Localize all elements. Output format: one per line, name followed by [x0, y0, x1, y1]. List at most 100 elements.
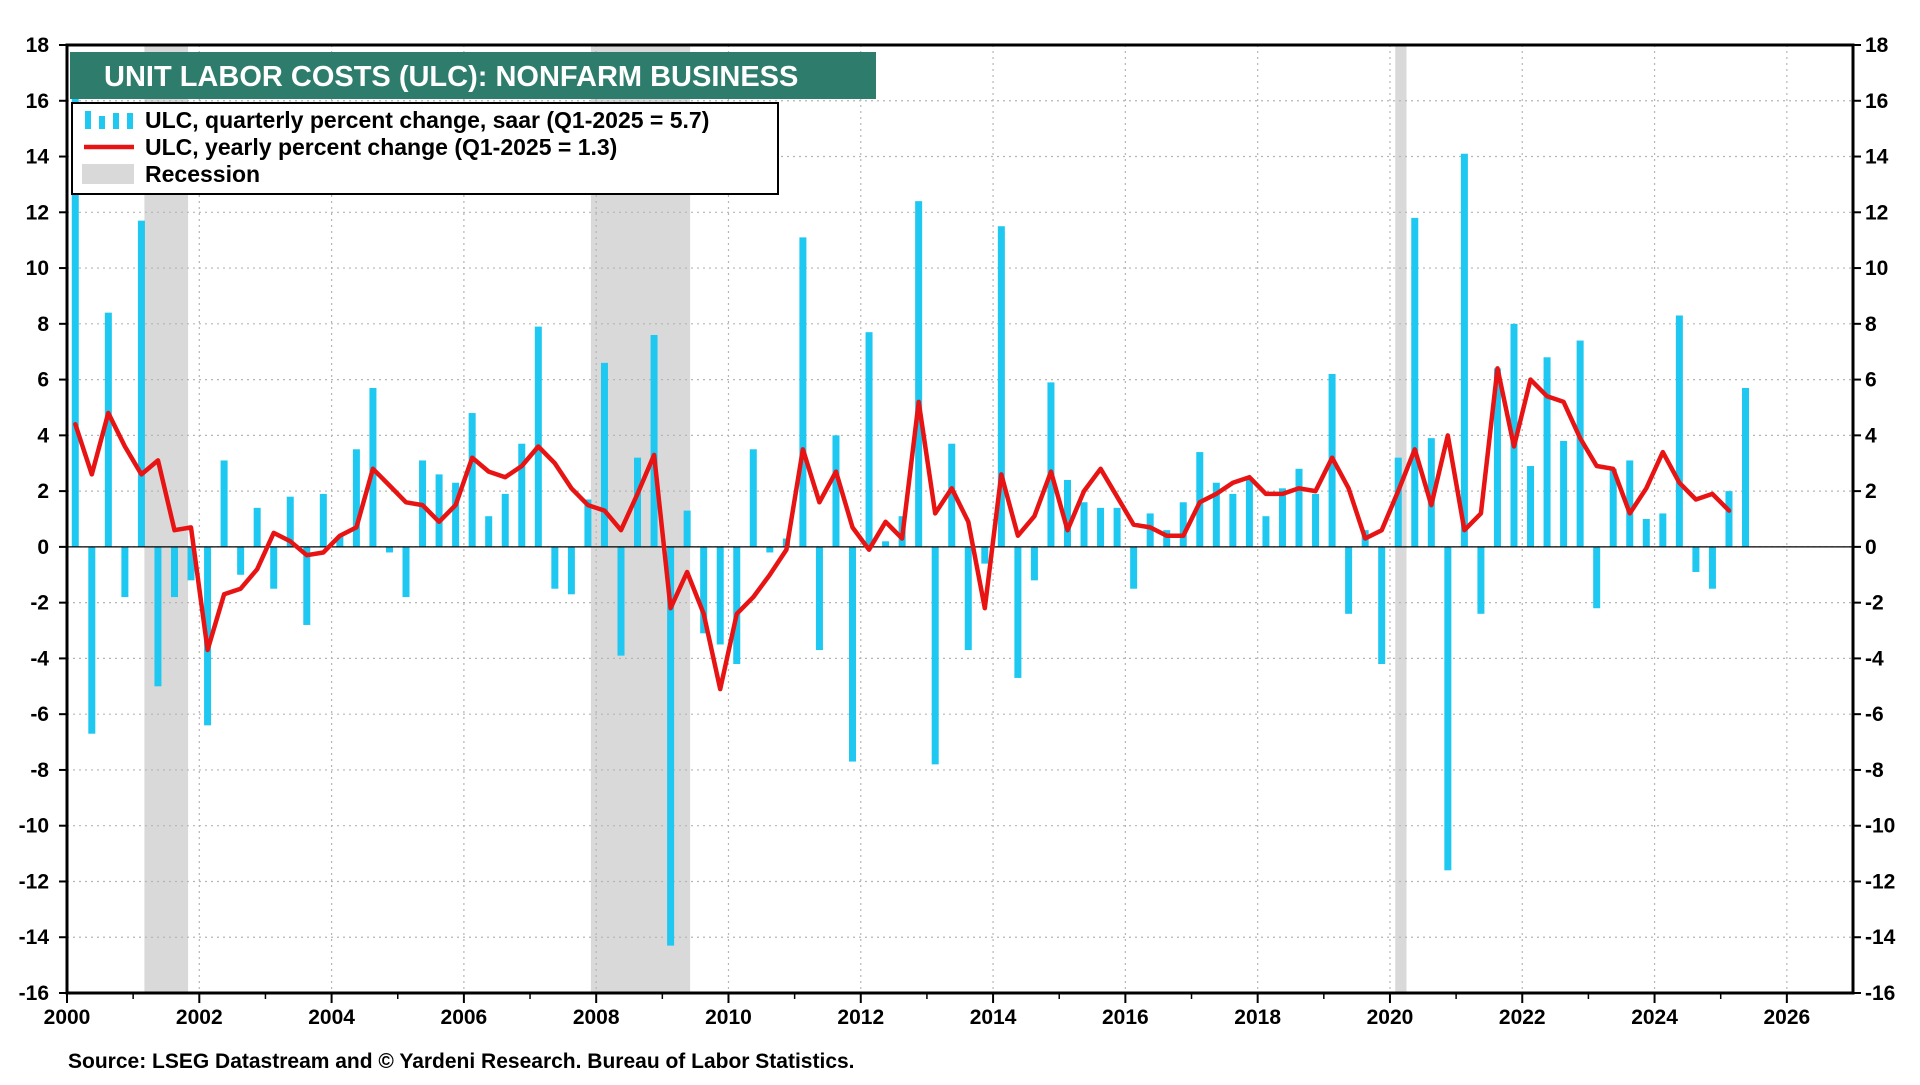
x-tick-label: 2012 [837, 1006, 884, 1029]
x-tick-label: 2004 [308, 1006, 355, 1029]
quarterly-bar [1477, 546, 1485, 614]
plot-frame [65, 43, 1855, 995]
y-tick-label-right: 10 [1865, 257, 1888, 280]
quarterly-bar [617, 546, 625, 656]
quarterly-bar [1130, 546, 1138, 589]
quarterly-bar [1427, 438, 1435, 547]
y-tick-label-right: -4 [1865, 647, 1884, 670]
y-tick-label-left: -12 [19, 870, 49, 893]
y-tick-label-right: 12 [1865, 201, 1888, 224]
quarterly-bar [1493, 368, 1501, 547]
quarterly-bar [1278, 488, 1286, 547]
quarterly-bar [1212, 482, 1220, 547]
quarterly-bar [1527, 466, 1535, 547]
quarterly-bar [402, 546, 410, 598]
y-tick-label-right: -12 [1865, 870, 1895, 893]
quarterly-bar [1312, 493, 1320, 547]
quarterly-bar [1444, 546, 1452, 871]
quarterly-bar [1245, 477, 1253, 547]
quarterly-bar [534, 326, 542, 547]
gridlines-group [67, 45, 1853, 993]
quarterly-bar [452, 482, 460, 547]
quarterly-bar [71, 95, 79, 547]
chart-title: UNIT LABOR COSTS (ULC): NONFARM BUSINESS [104, 61, 798, 93]
x-axis: 2000 2002 2004 2006 2008 2010 2012 2014 2016 2018… [44, 993, 1810, 1029]
y-tick-label-left: -10 [19, 815, 49, 838]
quarterly-bar [1609, 468, 1617, 547]
legend-box [71, 102, 779, 195]
quarterly-bar [567, 546, 575, 595]
y-tick-label-right: 0 [1865, 536, 1877, 559]
legend-label-yearly: ULC, yearly percent change (Q1-2025 = 1.… [145, 134, 617, 160]
y-tick-label-right: 8 [1865, 313, 1877, 336]
quarterly-bars-group [71, 95, 1750, 946]
y-tick-label-left: 6 [37, 369, 49, 392]
y-tick-label-left: 4 [37, 424, 49, 447]
quarterly-bar [1113, 507, 1121, 547]
recession-band-0 [144, 45, 189, 993]
quarterly-bar [667, 546, 675, 946]
y-tick-label-right: 16 [1865, 90, 1888, 113]
y-tick-label-left: 8 [37, 313, 49, 336]
y-tick-label-left: 2 [37, 480, 49, 503]
quarterly-bar [700, 546, 708, 634]
y-tick-label-left: -14 [19, 926, 50, 949]
quarterly-bar [1063, 479, 1071, 547]
y-tick-label-left: -6 [30, 703, 49, 726]
yearly-change-line [73, 366, 1732, 692]
quarterly-bar [1262, 516, 1270, 547]
quarterly-bar [1047, 382, 1055, 547]
quarterly-bar [882, 541, 890, 547]
y-tick-label-right: -10 [1865, 815, 1895, 838]
quarterly-bar [303, 546, 311, 625]
y-tick-label-left: -8 [30, 759, 49, 782]
x-tick-label: 2002 [176, 1006, 223, 1029]
quarterly-bar [1394, 457, 1402, 547]
y-tick-label-left: 12 [26, 201, 49, 224]
legend-label-recession: Recession [145, 161, 260, 187]
y-tick-label-right: 14 [1865, 146, 1889, 169]
legend-label-quarterly: ULC, quarterly percent change, saar (Q1-… [145, 107, 709, 133]
quarterly-bar [170, 546, 178, 598]
quarterly-bar [1626, 460, 1634, 547]
y-tick-label-right: -16 [1865, 982, 1895, 1005]
x-tick-label: 2010 [705, 1006, 752, 1029]
quarterly-bar [1510, 323, 1518, 547]
quarterly-bar [650, 334, 658, 547]
quarterly-bar [501, 493, 509, 547]
legend-recession-swatch [82, 164, 134, 184]
source-note: Source: LSEG Datastream and © Yardeni Re… [68, 1050, 855, 1073]
y-tick-label-right: -8 [1865, 759, 1884, 782]
quarterly-bar [270, 546, 278, 589]
quarterly-bar [1560, 440, 1568, 547]
x-tick-label: 2024 [1631, 1006, 1678, 1029]
quarterly-bar [749, 449, 757, 547]
quarterly-bar [1659, 513, 1667, 547]
quarterly-bar [154, 546, 162, 687]
quarterly-bar [485, 516, 493, 547]
y-tick-label-right: 2 [1865, 480, 1877, 503]
quarterly-bar [832, 435, 840, 547]
x-tick-label: 2026 [1763, 1006, 1810, 1029]
quarterly-bar [1411, 217, 1419, 547]
quarterly-bar [1543, 357, 1551, 547]
quarterly-bar [1097, 507, 1105, 547]
quarterly-bar [981, 546, 989, 564]
x-tick-label: 2020 [1367, 1006, 1414, 1029]
quarterly-bar [815, 546, 823, 651]
x-tick-label: 2006 [441, 1006, 488, 1029]
y-tick-label-left: -2 [30, 592, 49, 615]
y-tick-label-left: -4 [30, 647, 49, 670]
quarterly-bar [1229, 493, 1237, 547]
y-axis-right: 18 16 14 12 10 8 6 4 2 0 -2 -4 -6 -8 -10 -12 -14 -16 [1853, 34, 1896, 1005]
quarterly-bar [865, 332, 873, 547]
y-tick-label-right: 18 [1865, 34, 1889, 57]
quarterly-bar [799, 237, 807, 547]
quarterly-bar [468, 413, 476, 547]
quarterly-bar [551, 546, 559, 589]
y-tick-label-left: -16 [19, 982, 49, 1005]
quarterly-bar [997, 226, 1005, 547]
quarterly-bar [104, 312, 112, 547]
x-tick-label: 2018 [1234, 1006, 1281, 1029]
